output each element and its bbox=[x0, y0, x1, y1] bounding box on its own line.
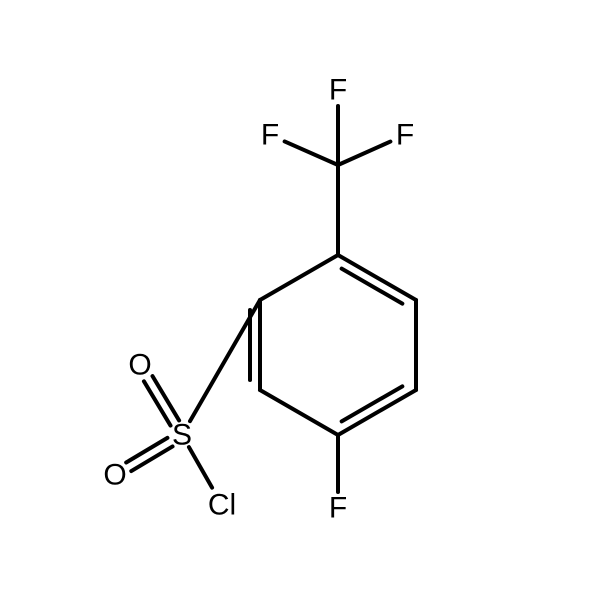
atom-Cl: Cl bbox=[208, 489, 236, 522]
atom-S: S bbox=[172, 419, 192, 452]
molecule-diagram: F F F F S O O Cl bbox=[0, 0, 600, 600]
atom-F3: F bbox=[396, 119, 414, 152]
atom-O1: O bbox=[128, 349, 151, 382]
atom-O2: O bbox=[103, 459, 126, 492]
atom-F2: F bbox=[261, 119, 279, 152]
atom-F4: F bbox=[329, 492, 347, 525]
atom-F1: F bbox=[329, 74, 347, 107]
